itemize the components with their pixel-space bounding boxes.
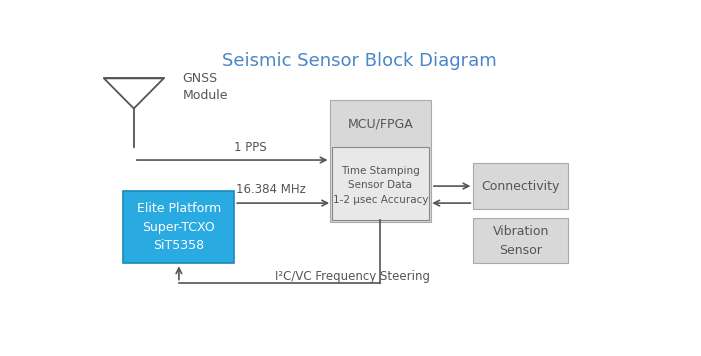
Text: Connectivity: Connectivity bbox=[482, 179, 560, 193]
Text: Elite Platform
Super-TCXO
SiT5358: Elite Platform Super-TCXO SiT5358 bbox=[137, 202, 221, 252]
Text: 16.384 MHz: 16.384 MHz bbox=[236, 183, 306, 196]
Bar bbox=[332, 147, 429, 220]
Text: MCU/FPGA: MCU/FPGA bbox=[348, 117, 414, 130]
Text: 1 PPS: 1 PPS bbox=[234, 141, 267, 154]
Text: I²C/VC Frequency Steering: I²C/VC Frequency Steering bbox=[275, 270, 430, 283]
Text: Vibration
Sensor: Vibration Sensor bbox=[492, 225, 549, 257]
Bar bbox=[330, 100, 431, 222]
Text: GNSS
Module: GNSS Module bbox=[183, 72, 229, 101]
Text: Seismic Sensor Block Diagram: Seismic Sensor Block Diagram bbox=[222, 52, 496, 69]
Bar bbox=[473, 218, 569, 263]
Text: Time Stamping
Sensor Data
1-2 μsec Accuracy: Time Stamping Sensor Data 1-2 μsec Accur… bbox=[333, 166, 428, 205]
Bar bbox=[123, 191, 234, 263]
Bar bbox=[473, 163, 569, 209]
